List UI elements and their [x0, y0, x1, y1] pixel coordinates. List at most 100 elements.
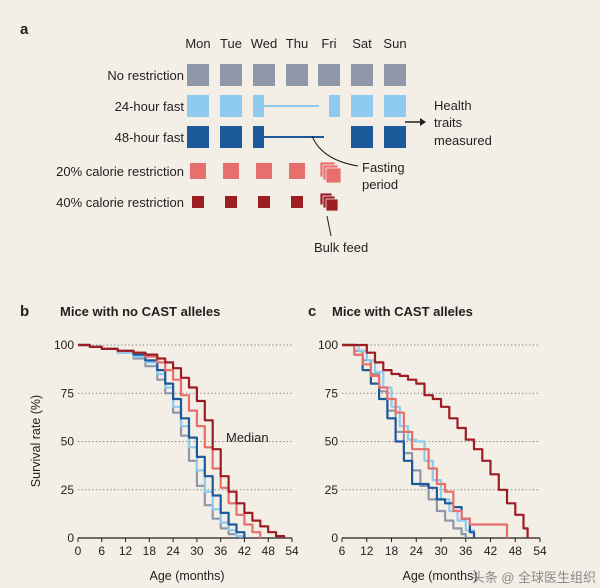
panel-b: b Mice with no CAST alleles 0 25 50 75 100 0 6… — [20, 303, 299, 583]
restricted-block — [256, 163, 272, 179]
health-label-line2: traits — [434, 115, 463, 130]
panel-a-letter: a — [20, 21, 29, 38]
day-label-thu: Thu — [286, 36, 308, 51]
feeding-block — [351, 126, 373, 148]
feeding-block — [187, 126, 209, 148]
y-tick-label: 75 — [325, 386, 339, 400]
restricted-block — [190, 163, 206, 179]
y-tick-label: 0 — [67, 531, 74, 545]
day-labels: Mon Tue Wed Thu Fri Sat Sun — [185, 36, 406, 51]
chart-b-ylabel: Survival rate (%) — [29, 395, 43, 487]
day-label-tue: Tue — [220, 36, 242, 51]
x-tick-label: 6 — [339, 544, 346, 558]
x-tick-label: 12 — [360, 544, 374, 558]
survival-curve — [342, 343, 529, 538]
restricted-block — [289, 163, 305, 179]
panel-c-title: Mice with CAST alleles — [332, 304, 473, 319]
y-tick-label: 50 — [61, 435, 75, 449]
schedule-row: 20% calorie restriction — [56, 161, 342, 184]
restricted-block — [258, 196, 270, 208]
y-tick-label: 100 — [54, 338, 74, 352]
day-label-mon: Mon — [185, 36, 210, 51]
x-tick-label: 6 — [98, 544, 105, 558]
feeding-block — [187, 64, 209, 86]
panel-a: a Mon Tue Wed Thu Fri Sat Sun No restriction 24… — [20, 21, 492, 255]
health-label-line3: measured — [434, 133, 492, 148]
chart-c-xlabel: Age (months) — [402, 569, 477, 583]
y-tick-label: 25 — [61, 483, 75, 497]
chart-c-plot: 0 25 50 75 100 6 12 18 24 30 36 42 48 54 — [318, 338, 547, 558]
x-tick-label: 24 — [410, 544, 424, 558]
feeding-block — [220, 95, 242, 117]
schedule-row-label: No restriction — [107, 68, 184, 83]
restricted-block — [291, 196, 303, 208]
survival-curve — [78, 343, 286, 538]
day-label-fri: Fri — [321, 36, 336, 51]
schedule-row-label: 48-hour fast — [115, 130, 185, 145]
x-tick-label: 18 — [143, 544, 157, 558]
x-tick-label: 12 — [119, 544, 133, 558]
panel-c: c Mice with CAST alleles 0 25 50 75 100 6 12 18… — [308, 303, 547, 583]
bulk-pointer — [326, 215, 332, 237]
schedule-row: 40% calorie restriction — [56, 192, 339, 212]
x-tick-label: 24 — [166, 544, 180, 558]
day-label-sun: Sun — [383, 36, 406, 51]
x-tick-label: 54 — [285, 544, 299, 558]
x-tick-label: 30 — [190, 544, 204, 558]
feeding-block — [187, 95, 209, 117]
chart-b-plot: 0 25 50 75 100 0 6 12 18 24 30 36 42 48 54 — [54, 338, 299, 558]
feeding-block-partial — [253, 95, 264, 117]
day-label-wed: Wed — [251, 36, 278, 51]
health-arrowhead — [420, 118, 426, 126]
y-tick-label: 50 — [325, 435, 339, 449]
schedule-row-label: 24-hour fast — [115, 99, 185, 114]
feeding-block — [220, 126, 242, 148]
schedule-row: 24-hour fast — [115, 95, 406, 117]
fasting-label-line1: Fasting — [362, 160, 405, 175]
y-tick-label: 25 — [325, 483, 339, 497]
watermark: 头条 @ 全球医生组织 — [472, 570, 596, 585]
x-tick-label: 36 — [214, 544, 228, 558]
fasting-label-line2: period — [362, 177, 398, 192]
x-tick-label: 18 — [385, 544, 399, 558]
restricted-block — [225, 196, 237, 208]
y-tick-label: 0 — [331, 531, 338, 545]
restricted-block — [223, 163, 239, 179]
feeding-block — [253, 64, 275, 86]
schedule-row-label: 20% calorie restriction — [56, 164, 184, 179]
feeding-block — [384, 64, 406, 86]
feeding-block — [351, 64, 373, 86]
panel-b-letter: b — [20, 303, 29, 320]
schedule-row: 48-hour fast — [115, 126, 406, 148]
health-label-line1: Health — [434, 98, 472, 113]
bulk-feed-label: Bulk feed — [314, 240, 368, 255]
y-tick-label: 75 — [61, 386, 75, 400]
feeding-block-partial — [253, 126, 264, 148]
chart-b-xlabel: Age (months) — [149, 569, 224, 583]
feeding-block — [286, 64, 308, 86]
panel-c-letter: c — [308, 303, 316, 320]
feeding-block — [351, 95, 373, 117]
restricted-block — [192, 196, 204, 208]
schedule-rows: No restriction 24-hour fast 48-hour fast 20… — [56, 64, 406, 212]
x-tick-label: 0 — [75, 544, 82, 558]
x-tick-label: 42 — [484, 544, 498, 558]
feeding-block-partial — [329, 95, 340, 117]
feeding-block — [318, 64, 340, 86]
x-tick-label: 30 — [434, 544, 448, 558]
survival-curve — [342, 343, 509, 538]
day-label-sat: Sat — [352, 36, 372, 51]
bulk-feed-block — [325, 198, 339, 212]
x-tick-label: 48 — [262, 544, 276, 558]
x-tick-label: 54 — [533, 544, 547, 558]
fasting-pointer — [311, 135, 359, 167]
schedule-row-label: 40% calorie restriction — [56, 195, 184, 210]
bulk-feed-block — [325, 167, 342, 184]
panel-b-title: Mice with no CAST alleles — [60, 304, 220, 319]
x-tick-label: 48 — [509, 544, 523, 558]
feeding-block — [384, 95, 406, 117]
feeding-block — [384, 126, 406, 148]
schedule-row: No restriction — [107, 64, 406, 86]
feeding-block — [220, 64, 242, 86]
